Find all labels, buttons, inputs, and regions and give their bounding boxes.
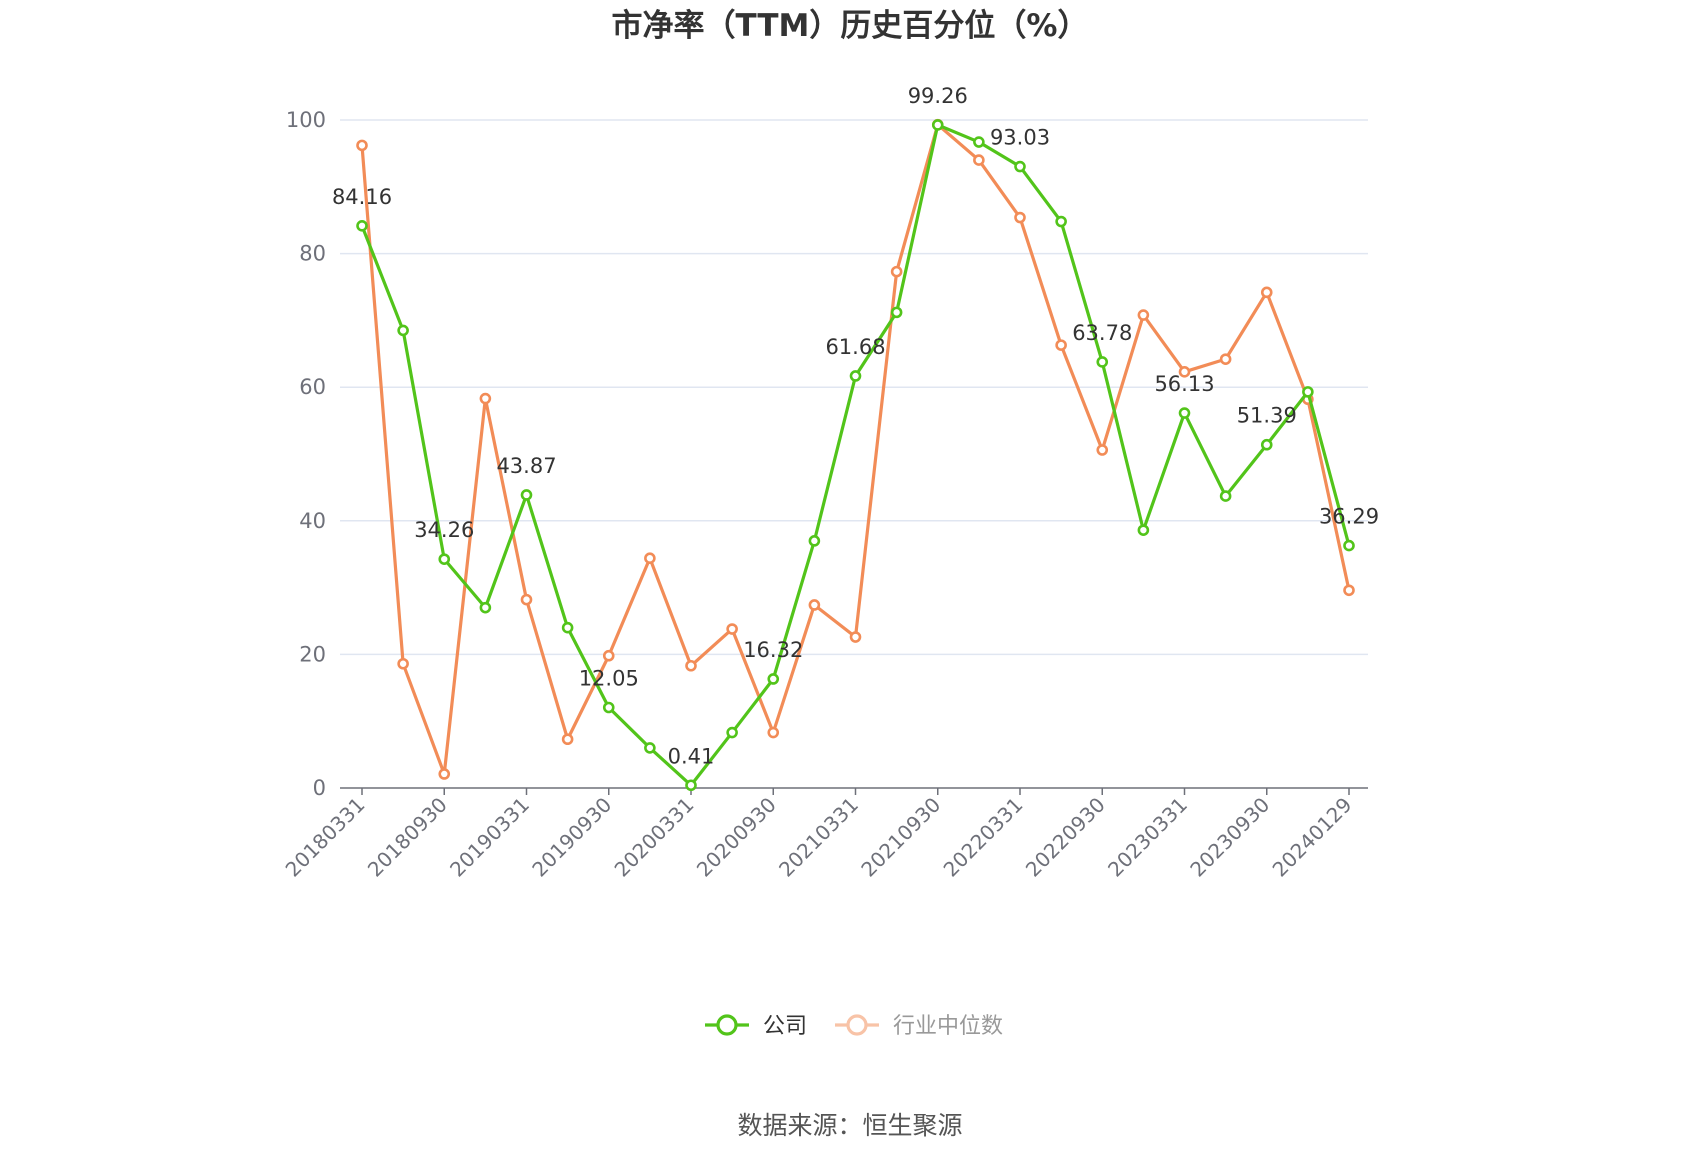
data-point[interactable]	[1219, 490, 1232, 502]
data-point[interactable]	[1055, 339, 1067, 351]
data-point[interactable]	[1014, 160, 1026, 173]
data-label: 99.26	[908, 84, 968, 108]
series-layer	[356, 118, 1355, 792]
data-point[interactable]	[438, 553, 451, 565]
data-point[interactable]	[890, 306, 903, 319]
legend-marker	[846, 1014, 868, 1036]
data-point[interactable]	[973, 136, 985, 148]
data-point[interactable]	[890, 265, 903, 278]
data-point[interactable]	[1219, 353, 1232, 365]
x-tick-label: 20200930	[692, 793, 781, 882]
data-point[interactable]	[1137, 309, 1150, 321]
legend-item-1[interactable]: 行业中位数	[835, 1014, 1003, 1039]
data-point[interactable]	[1260, 438, 1273, 451]
data-point[interactable]	[1302, 386, 1314, 398]
legend-label: 行业中位数	[893, 1014, 1003, 1039]
x-tick-label: 20180930	[363, 793, 452, 882]
data-point[interactable]	[1096, 356, 1109, 368]
data-point[interactable]	[520, 489, 533, 501]
data-label: 12.05	[579, 667, 639, 691]
data-label: 0.41	[668, 744, 715, 768]
y-tick-label: 40	[299, 509, 326, 533]
x-tick-label: 20200331	[610, 793, 699, 882]
y-tick-label: 60	[299, 375, 326, 399]
data-point[interactable]	[1178, 366, 1191, 378]
data-point[interactable]	[808, 599, 821, 611]
data-label: 56.13	[1154, 372, 1214, 396]
data-label: 34.26	[414, 518, 474, 542]
data-point[interactable]	[602, 701, 615, 714]
data-point[interactable]	[1343, 584, 1355, 597]
legend-label: 公司	[763, 1014, 807, 1039]
data-source-text: 数据来源：恒生聚源	[737, 1111, 962, 1140]
x-tick-label: 20230930	[1185, 793, 1274, 882]
legend-item-0[interactable]: 公司	[705, 1014, 807, 1039]
data-point[interactable]	[973, 154, 985, 166]
data-point[interactable]	[931, 119, 944, 131]
data-point[interactable]	[1137, 524, 1150, 536]
data-point[interactable]	[1178, 407, 1191, 419]
data-point[interactable]	[644, 552, 656, 565]
y-tick-label: 0	[313, 776, 326, 800]
legend[interactable]: 公司 行业中位数	[705, 1014, 1003, 1039]
data-label: 43.87	[496, 454, 556, 478]
x-tick-label: 20180331	[281, 793, 370, 882]
data-point[interactable]	[767, 673, 780, 685]
x-tick-label: 20220331	[939, 793, 1028, 882]
data-point[interactable]	[849, 370, 862, 382]
x-tick-label: 20190331	[445, 793, 534, 882]
data-label: 93.03	[990, 126, 1050, 150]
x-tick-label: 20210930	[856, 793, 945, 882]
data-labels: 84.16 34.26 43.87 12.05 0.41 16.32 61.68 99.26 9…	[332, 84, 1379, 768]
data-point[interactable]	[356, 220, 368, 232]
data-point[interactable]	[644, 742, 656, 754]
data-point[interactable]	[479, 392, 492, 405]
x-tick-label: 20230331	[1103, 793, 1192, 882]
data-point[interactable]	[808, 535, 821, 547]
x-tick-label: 20210331	[774, 793, 863, 882]
data-point[interactable]	[438, 768, 451, 780]
data-point[interactable]	[356, 139, 368, 152]
chart-title: 市净率（TTM）历史百分位（%）	[612, 8, 1089, 44]
data-point[interactable]	[849, 631, 862, 643]
data-point[interactable]	[520, 593, 533, 606]
data-point[interactable]	[1343, 539, 1355, 552]
x-tick-label: 20220930	[1021, 793, 1110, 882]
x-tick-label: 20190930	[527, 793, 616, 882]
data-point[interactable]	[397, 657, 409, 670]
data-point[interactable]	[1260, 286, 1273, 299]
legend-marker	[716, 1014, 738, 1036]
data-point[interactable]	[1055, 215, 1067, 228]
data-label: 16.32	[743, 638, 803, 662]
data-point[interactable]	[685, 779, 697, 792]
data-label: 36.29	[1319, 505, 1379, 529]
x-tick-label: 20240129	[1268, 793, 1357, 882]
data-point[interactable]	[726, 623, 738, 635]
data-label: 84.16	[332, 185, 392, 209]
data-point[interactable]	[1096, 444, 1109, 456]
data-point[interactable]	[561, 621, 574, 634]
data-point[interactable]	[561, 733, 574, 746]
data-point[interactable]	[685, 659, 697, 672]
data-label: 63.78	[1072, 321, 1132, 345]
data-point[interactable]	[479, 601, 492, 614]
y-tick-label: 100	[286, 108, 326, 132]
data-label: 51.39	[1237, 404, 1297, 428]
data-point[interactable]	[1014, 211, 1026, 224]
data-point[interactable]	[397, 324, 409, 337]
data-point[interactable]	[726, 726, 738, 739]
data-point[interactable]	[602, 649, 615, 662]
y-tick-label: 80	[299, 242, 326, 266]
data-point[interactable]	[767, 726, 780, 739]
data-label: 61.68	[825, 335, 885, 359]
y-tick-label: 20	[299, 642, 326, 666]
